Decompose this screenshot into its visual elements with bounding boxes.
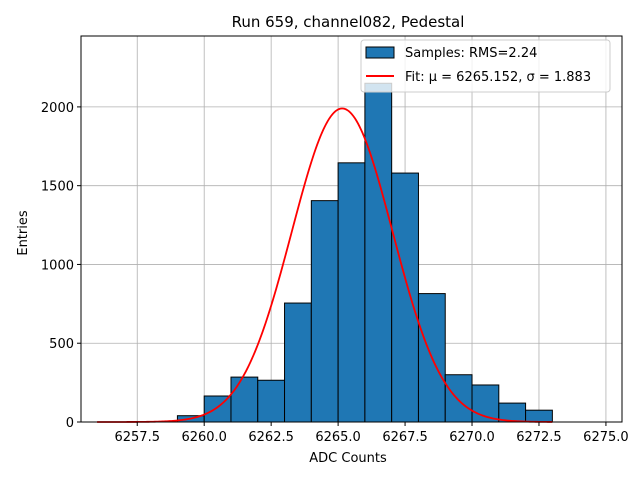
x-tick-label: 6270.0 xyxy=(449,430,495,445)
histogram-bar xyxy=(444,374,473,423)
histogram-bar xyxy=(284,302,312,423)
x-tick-label: 6272.5 xyxy=(516,430,562,445)
histogram-bars xyxy=(176,82,553,423)
x-tick-label: 6265.0 xyxy=(315,430,361,445)
y-axis-ticks: 0 500 1000 1500 2000 xyxy=(41,101,81,431)
x-axis-ticks: 6257.5 6260.0 6262.5 6265.0 6267.5 6270.0 6272… xyxy=(114,422,629,445)
histogram-bar xyxy=(257,379,286,423)
legend: Samples: RMS=2.24 Fit: μ = 6265.152, σ =… xyxy=(360,39,611,93)
x-tick-label: 6275.0 xyxy=(583,430,629,445)
x-tick-label: 6257.5 xyxy=(114,430,160,445)
x-tick-label: 6267.5 xyxy=(382,430,428,445)
histogram-bar xyxy=(230,376,259,423)
legend-box xyxy=(360,39,611,93)
fit-curve-group xyxy=(97,107,553,423)
x-tick-label: 6260.0 xyxy=(181,430,227,445)
y-tick-label: 1000 xyxy=(41,258,74,273)
legend-samples-label: Samples: RMS=2.24 xyxy=(405,46,537,61)
histogram-bar xyxy=(525,409,553,423)
y-tick-label: 500 xyxy=(49,337,74,352)
histogram-bar xyxy=(364,82,393,423)
y-axis-label: Entries xyxy=(16,210,31,256)
y-tick-label: 0 xyxy=(66,416,74,431)
fit-curve xyxy=(97,107,553,423)
x-tick-label: 6262.5 xyxy=(248,430,294,445)
histogram-bar xyxy=(310,200,339,423)
legend-samples-swatch xyxy=(365,46,395,59)
histogram-bar xyxy=(337,162,366,423)
y-tick-label: 2000 xyxy=(41,101,74,116)
plot-frame xyxy=(80,35,623,423)
x-axis-label: ADC Counts xyxy=(309,451,387,466)
chart-title: Run 659, channel082, Pedestal xyxy=(232,13,465,31)
legend-fit-label: Fit: μ = 6265.152, σ = 1.883 xyxy=(405,70,591,85)
y-tick-label: 1500 xyxy=(41,180,74,195)
histogram-bar xyxy=(391,172,419,423)
